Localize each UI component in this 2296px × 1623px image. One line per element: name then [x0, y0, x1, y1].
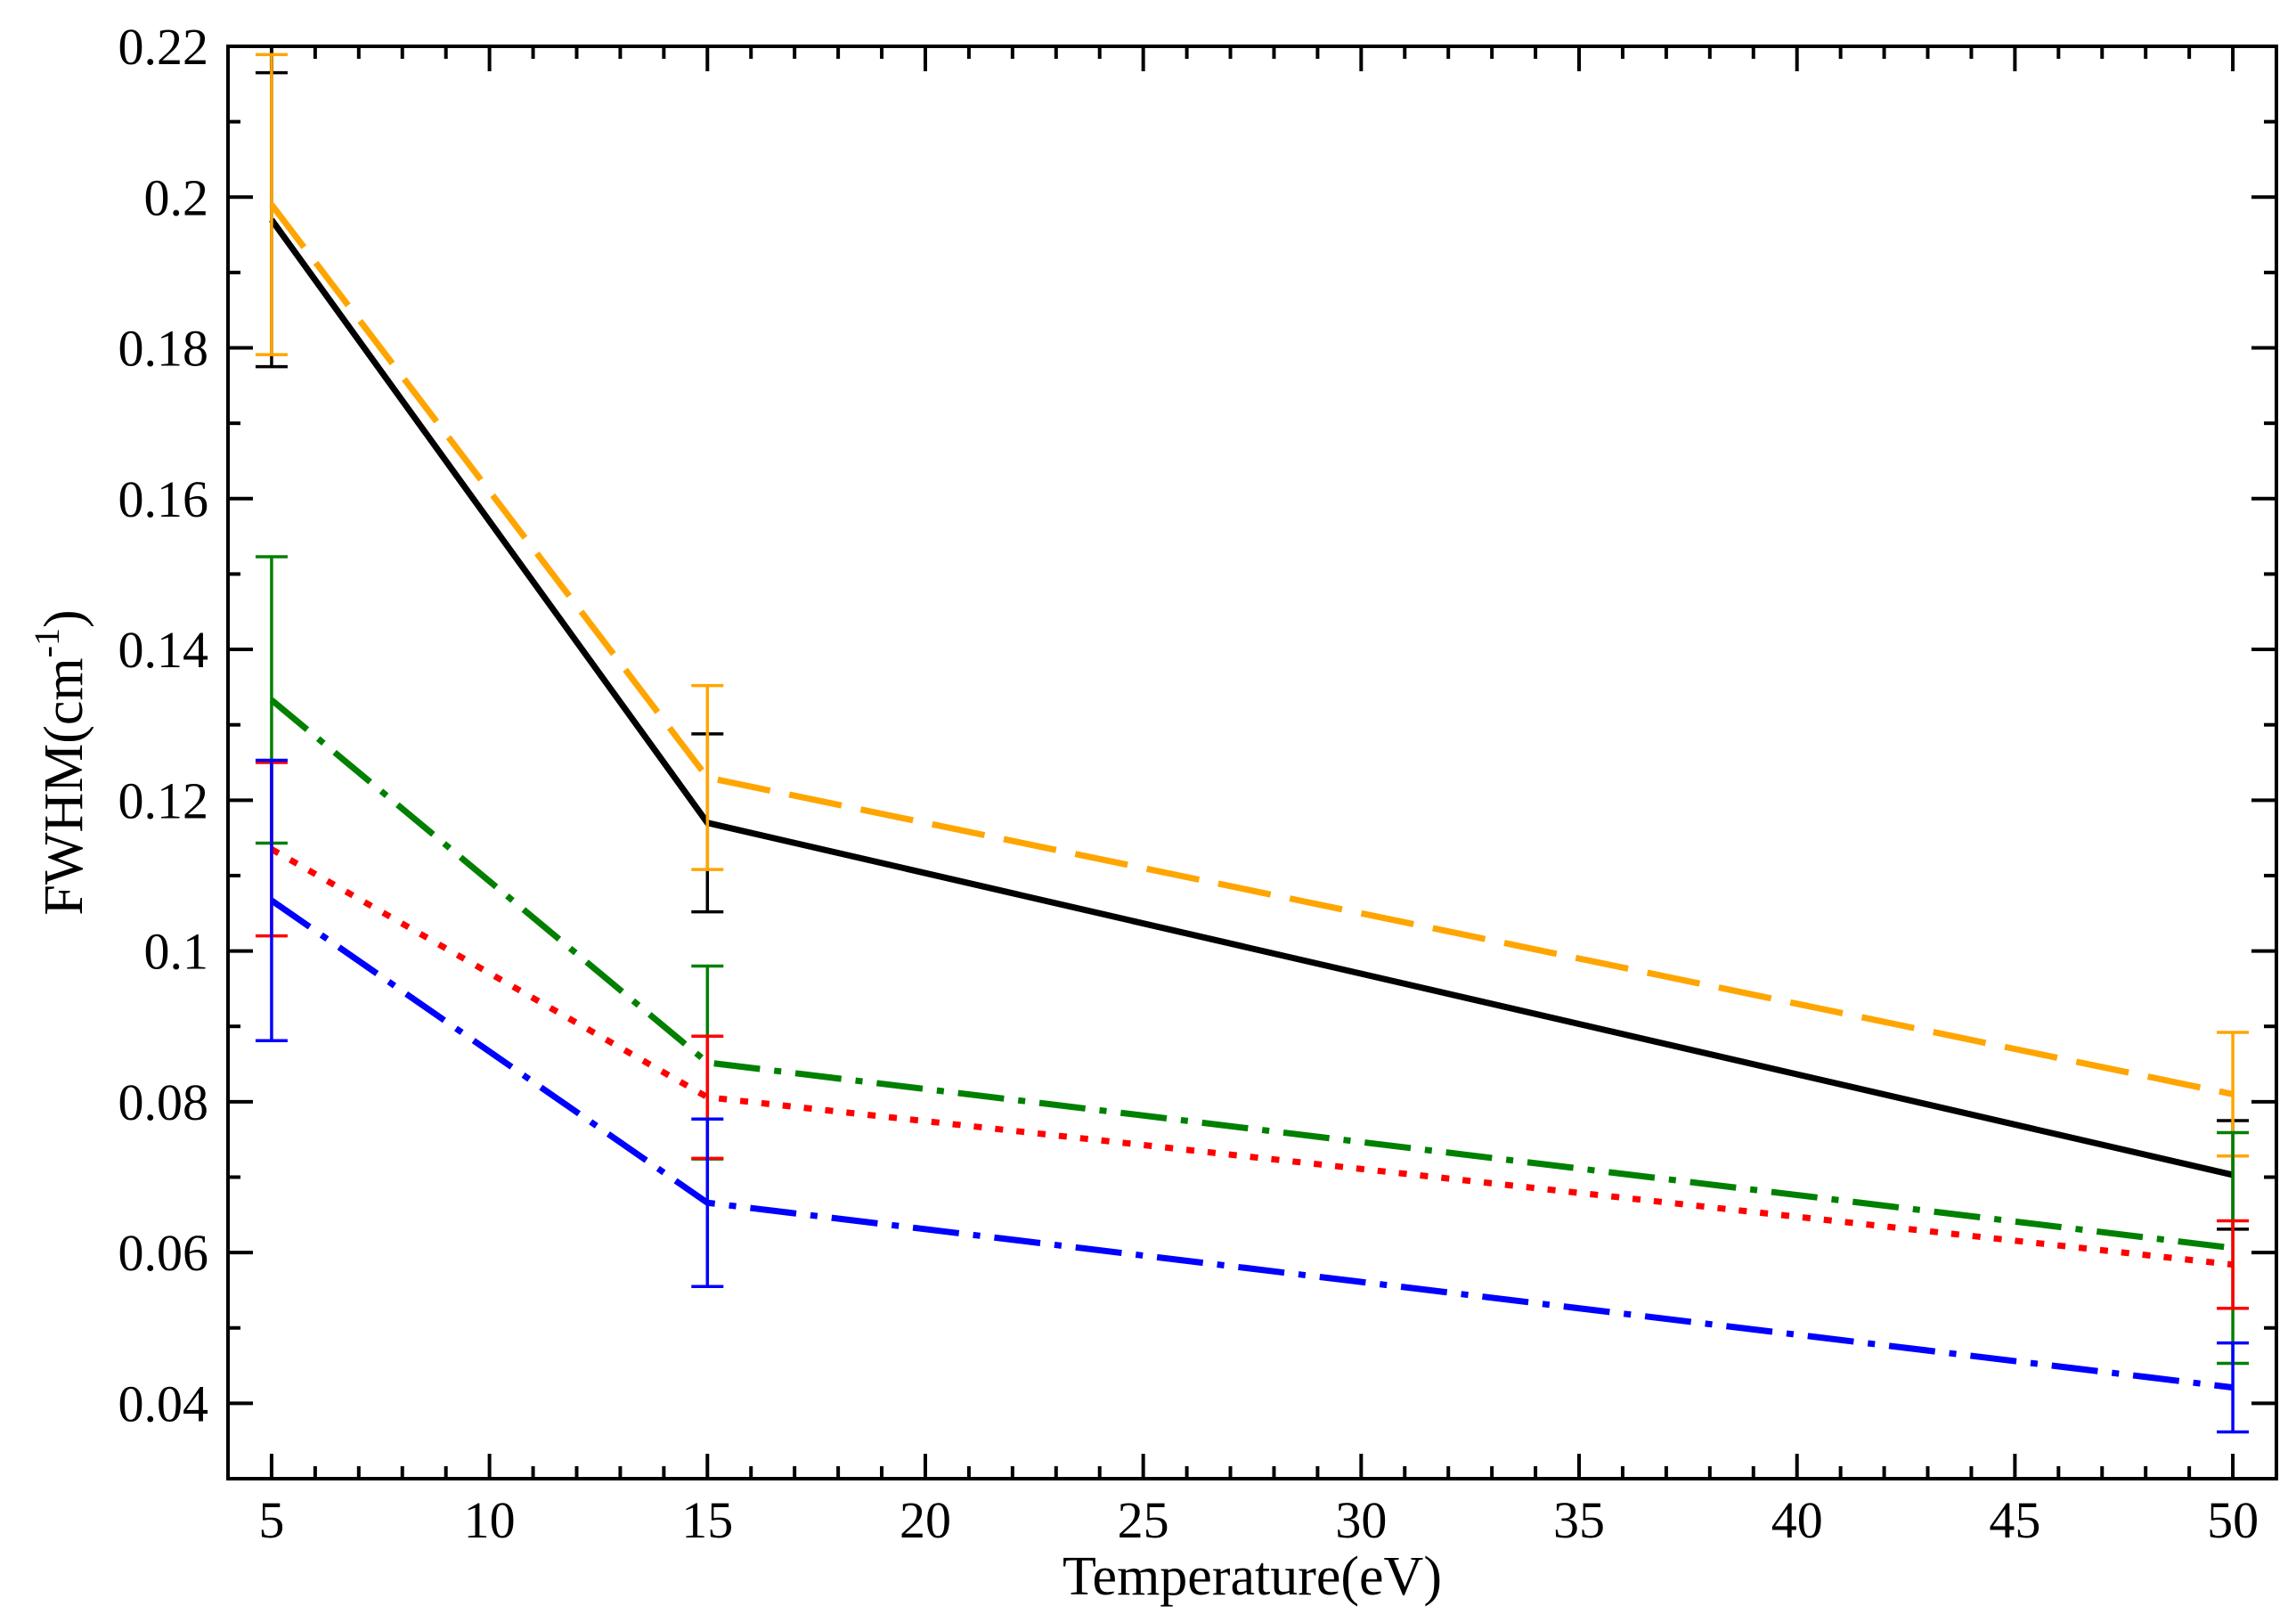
- series-line: [270, 846, 2234, 1268]
- x-tick-label: 20: [900, 1491, 951, 1549]
- x-tick-label: 25: [1118, 1491, 1169, 1549]
- x-axis-title: Temperature(eV): [1063, 1546, 1442, 1607]
- y-tick-label: 0.06: [118, 1224, 209, 1282]
- series-0: [255, 70, 2250, 1231]
- y-tick-label: 0.1: [144, 923, 209, 981]
- plot-frame: [226, 45, 2278, 1480]
- x-tick-label: 45: [1989, 1491, 2040, 1549]
- series-line: [269, 697, 2234, 1252]
- y-tick-label: 0.22: [118, 18, 209, 76]
- series-4: [255, 758, 2250, 1434]
- y-tick-label: 0.04: [118, 1374, 209, 1432]
- x-tick-label: 15: [681, 1491, 733, 1549]
- series-2: [255, 555, 2250, 1366]
- x-tick-label: 10: [464, 1491, 516, 1549]
- x-tick-label: 5: [258, 1491, 284, 1549]
- y-tick-label: 0.16: [118, 470, 209, 528]
- x-tick-label: 35: [1553, 1491, 1605, 1549]
- x-tick-label: 50: [2207, 1491, 2259, 1549]
- series-1: [255, 53, 2250, 1158]
- tick-marks: [226, 45, 2278, 1480]
- x-tick-label: 30: [1335, 1491, 1387, 1549]
- y-axis-title-main: FWHM(cm: [34, 657, 94, 915]
- series-line: [269, 897, 2234, 1391]
- series-line: [269, 202, 2234, 1097]
- series-group: [255, 53, 2250, 1434]
- y-axis-title: FWHM(cm-1): [27, 609, 94, 915]
- tick-labels: 5 10 15 20 25 30 35 40 45 50 0.04 0.06 0.08 0.1 0.12 0.…: [118, 18, 2259, 1549]
- y-axis-title-exponent: -1: [27, 628, 67, 657]
- y-axis-title-close: ): [34, 609, 94, 628]
- y-tick-label: 0.08: [118, 1073, 209, 1131]
- y-tick-label: 0.2: [144, 168, 209, 226]
- y-tick-label: 0.12: [118, 771, 209, 829]
- y-tick-label: 0.14: [118, 621, 209, 679]
- y-tick-label: 0.18: [118, 320, 209, 378]
- x-tick-label: 40: [1771, 1491, 1823, 1549]
